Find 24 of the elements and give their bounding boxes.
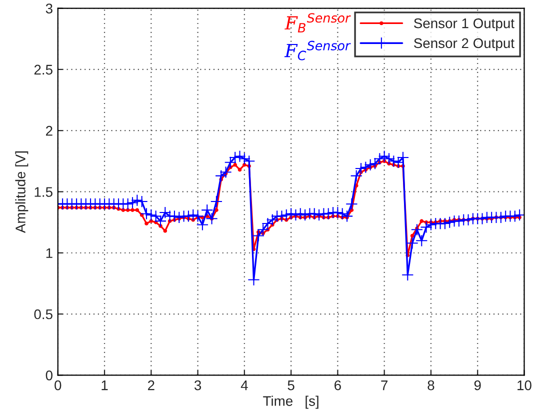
y-tick-label: 1.5: [34, 187, 52, 197]
x-tick-label: 9: [474, 380, 481, 390]
legend-label: Sensor 1 Output: [414, 18, 514, 31]
x-tick-label: 8: [428, 380, 434, 390]
y-tick-label: 0: [46, 370, 52, 380]
y-tick-label: 0.5: [34, 309, 52, 320]
annotation: F$_{C}$$^{Sensor}$: [284, 40, 351, 60]
y-axis-title: Amplitude [V]: [15, 151, 28, 233]
y-tick-label: 2: [46, 126, 52, 136]
x-tick-label: 2: [148, 380, 154, 390]
legend-label: Sensor 2 Output: [414, 38, 514, 51]
x-tick-label: 5: [288, 380, 294, 390]
x-tick-label: 10: [518, 380, 532, 390]
y-tick-label: 2.5: [34, 64, 52, 75]
x-tick-label: 4: [240, 380, 248, 390]
x-tick-label: 0: [54, 380, 62, 390]
x-axis-title: Time [s]: [263, 396, 318, 409]
annotation: F$_{B}$$^{Sensor}$: [284, 13, 351, 32]
x-tick-label: 3: [194, 380, 202, 390]
x-tick-label: 1: [102, 380, 108, 390]
x-tick-label: 7: [381, 380, 388, 390]
y-tick-label: 3: [46, 4, 52, 14]
x-tick-label: 6: [334, 380, 341, 390]
y-tick-label: 1: [46, 248, 52, 258]
